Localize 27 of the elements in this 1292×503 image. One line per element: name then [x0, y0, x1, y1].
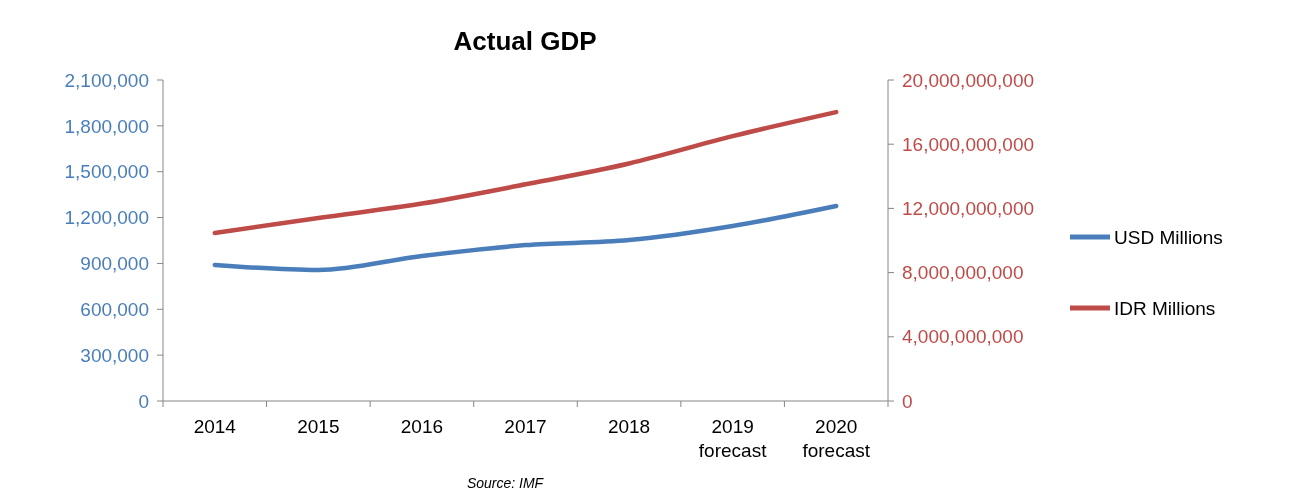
y2-tick-label: 16,000,000,000: [902, 133, 1035, 155]
line-series: [212, 109, 839, 236]
x-tick-label: 2018: [607, 416, 651, 437]
y2-tick-label: 8,000,000,000: [902, 262, 1024, 284]
y-tick-label: 300,000: [80, 344, 149, 366]
legend-label: IDR Millions: [1114, 297, 1216, 319]
y2-tick-label: 4,000,000,000: [902, 326, 1024, 348]
chart-title: Actual GDP: [453, 26, 597, 56]
legend-label: USD Millions: [1114, 226, 1223, 248]
x-tick-label: 2016: [400, 416, 444, 437]
y-tick-label: 0: [138, 390, 149, 412]
x-tick-label: 2014: [193, 416, 237, 437]
y2-tick-label: 20,000,000,000: [902, 69, 1035, 91]
y-tick-label: 600,000: [80, 298, 149, 320]
x-tick-label: 2019 forecast: [698, 416, 768, 461]
line-series: [212, 203, 839, 273]
y-tick-label: 1,200,000: [64, 207, 149, 229]
y-tick-label: 900,000: [80, 253, 149, 275]
y2-tick-label: 0: [902, 390, 913, 412]
y-tick-label: 1,800,000: [64, 115, 149, 137]
y2-tick-label: 12,000,000,000: [902, 198, 1035, 220]
x-tick-label: 2017: [504, 416, 547, 437]
x-tick-label: 2015: [297, 416, 340, 437]
y-tick-label: 2,100,000: [64, 69, 149, 91]
y-tick-label: 1,500,000: [64, 161, 149, 183]
source-note: Source: IMF: [466, 475, 545, 491]
x-tick-label: 2020 forecast: [802, 416, 871, 461]
